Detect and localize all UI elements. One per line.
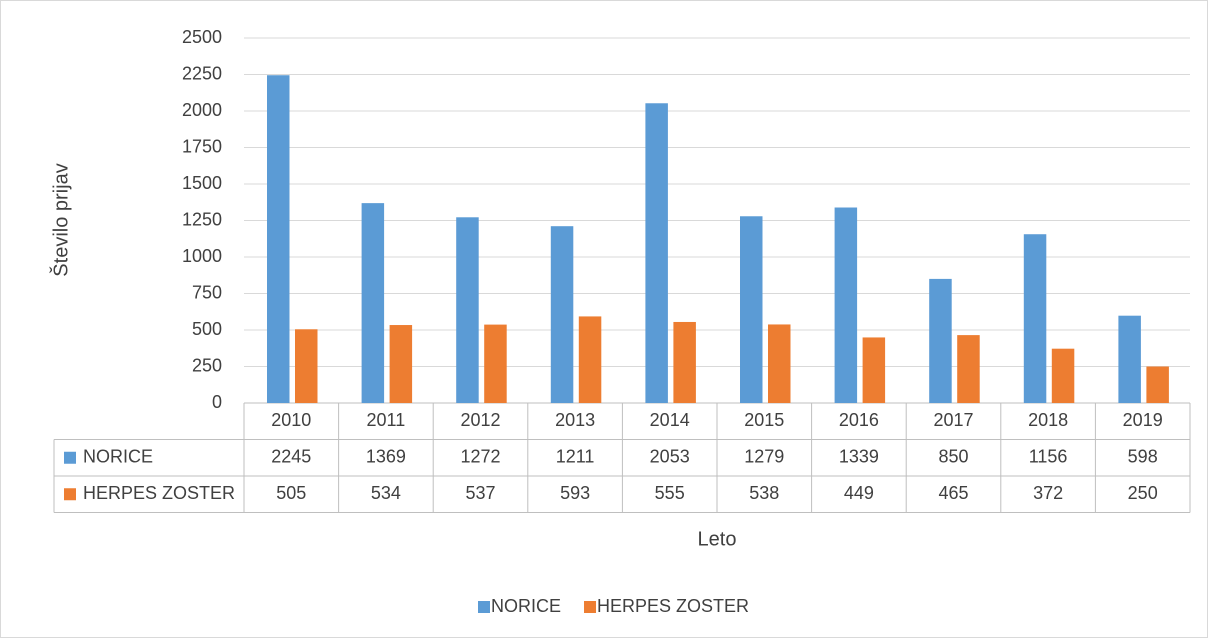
y-tick-label: 1000 xyxy=(182,246,222,266)
x-tick-label: 2017 xyxy=(933,410,973,430)
x-tick-label: 2014 xyxy=(650,410,690,430)
bar xyxy=(578,316,602,403)
table-value: 1272 xyxy=(460,447,500,467)
bar xyxy=(645,103,668,404)
y-tick-label: 1750 xyxy=(182,136,222,156)
table-value: 449 xyxy=(844,483,874,503)
table-value: 505 xyxy=(276,483,306,503)
table-value: 537 xyxy=(465,483,495,503)
bar xyxy=(834,207,858,403)
bar xyxy=(361,203,385,403)
bar xyxy=(929,278,952,403)
y-tick-label: 2000 xyxy=(182,100,222,120)
table-value: 2053 xyxy=(650,447,690,467)
y-tick-label: 1250 xyxy=(182,209,222,229)
legend-label: HERPES ZOSTER xyxy=(597,596,749,616)
y-tick-label: 2250 xyxy=(182,63,222,83)
table-value: 593 xyxy=(560,483,590,503)
x-tick-label: 2016 xyxy=(839,410,879,430)
table-value: 2245 xyxy=(271,447,311,467)
x-tick-label: 2011 xyxy=(367,410,406,430)
table-value: 1369 xyxy=(366,447,406,467)
y-tick-label: 750 xyxy=(192,282,222,302)
bar xyxy=(1023,234,1047,403)
y-tick-label: 250 xyxy=(192,355,222,375)
y-tick-label: 2500 xyxy=(182,27,222,47)
table-value: 538 xyxy=(749,483,779,503)
x-axis-label: Leto xyxy=(698,528,737,550)
legend-key xyxy=(478,601,490,613)
bar xyxy=(1051,348,1075,403)
table-value: 555 xyxy=(655,483,685,503)
x-tick-label: 2013 xyxy=(555,410,595,430)
table-value: 465 xyxy=(938,483,968,503)
bar xyxy=(673,321,696,403)
bar xyxy=(957,335,980,403)
bar xyxy=(740,216,763,403)
bar xyxy=(862,337,886,403)
bar xyxy=(484,324,507,403)
x-tick-label: 2010 xyxy=(271,410,311,430)
bar xyxy=(550,226,574,403)
y-axis-label: Število prijav xyxy=(49,163,72,276)
table-value: 1279 xyxy=(744,447,784,467)
table-value: 250 xyxy=(1128,483,1158,503)
legend-key xyxy=(584,601,597,613)
bar xyxy=(267,75,290,403)
table-value: 372 xyxy=(1033,483,1063,503)
bar xyxy=(1146,366,1169,403)
x-tick-label: 2012 xyxy=(460,410,500,430)
table-value: 1339 xyxy=(839,447,879,467)
x-tick-label: 2015 xyxy=(744,410,784,430)
legend-label: NORICE xyxy=(491,596,561,616)
bar xyxy=(768,324,791,403)
table-value: 598 xyxy=(1128,447,1158,467)
table-value: 1211 xyxy=(556,447,595,467)
bar xyxy=(295,329,318,403)
bar xyxy=(1118,315,1141,403)
y-tick-label: 500 xyxy=(192,319,222,339)
bar xyxy=(456,217,479,403)
table-value: 1156 xyxy=(1029,447,1068,467)
table-value: 850 xyxy=(938,447,968,467)
y-tick-label: 1500 xyxy=(182,173,222,193)
table-legend-key xyxy=(64,488,76,501)
table-series-name: NORICE xyxy=(83,447,153,467)
x-tick-label: 2018 xyxy=(1028,410,1068,430)
table-series-name: HERPES ZOSTER xyxy=(83,483,235,503)
bar xyxy=(389,325,413,403)
x-tick-label: 2019 xyxy=(1123,410,1163,430)
table-legend-key xyxy=(64,451,76,464)
table-value: 534 xyxy=(371,483,401,503)
y-tick-label: 0 xyxy=(212,392,222,412)
